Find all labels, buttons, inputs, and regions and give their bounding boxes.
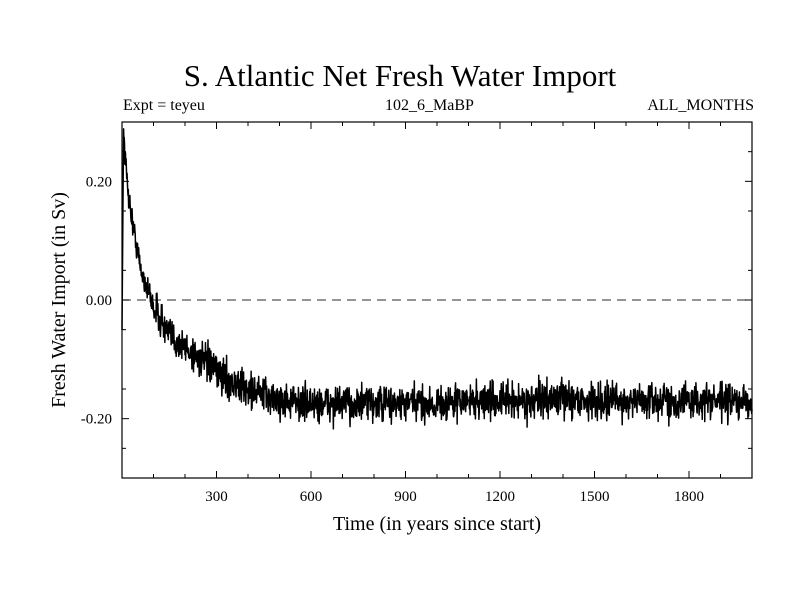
- x-tick-label: 1200: [485, 489, 515, 505]
- x-tick-label: 300: [205, 489, 228, 505]
- x-tick-label: 1500: [580, 489, 610, 505]
- x-tick-label: 1800: [674, 489, 704, 505]
- y-axis-title: Fresh Water Import (in Sv): [48, 192, 70, 408]
- x-tick-label: 900: [394, 489, 417, 505]
- chart-title: S. Atlantic Net Fresh Water Import: [183, 58, 617, 93]
- y-tick-label: 0.00: [86, 293, 112, 309]
- experiment-label: Expt = teyeu: [123, 97, 205, 114]
- x-tick-label: 600: [300, 489, 323, 505]
- y-tick-label: -0.20: [81, 412, 112, 428]
- series-line-teyeu: [121, 128, 753, 430]
- x-axis-title: Time (in years since start): [333, 513, 541, 535]
- months-label: ALL_MONTHS: [647, 97, 754, 114]
- period-label: 102_6_MaBP: [385, 97, 474, 114]
- y-tick-label: 0.20: [86, 174, 112, 190]
